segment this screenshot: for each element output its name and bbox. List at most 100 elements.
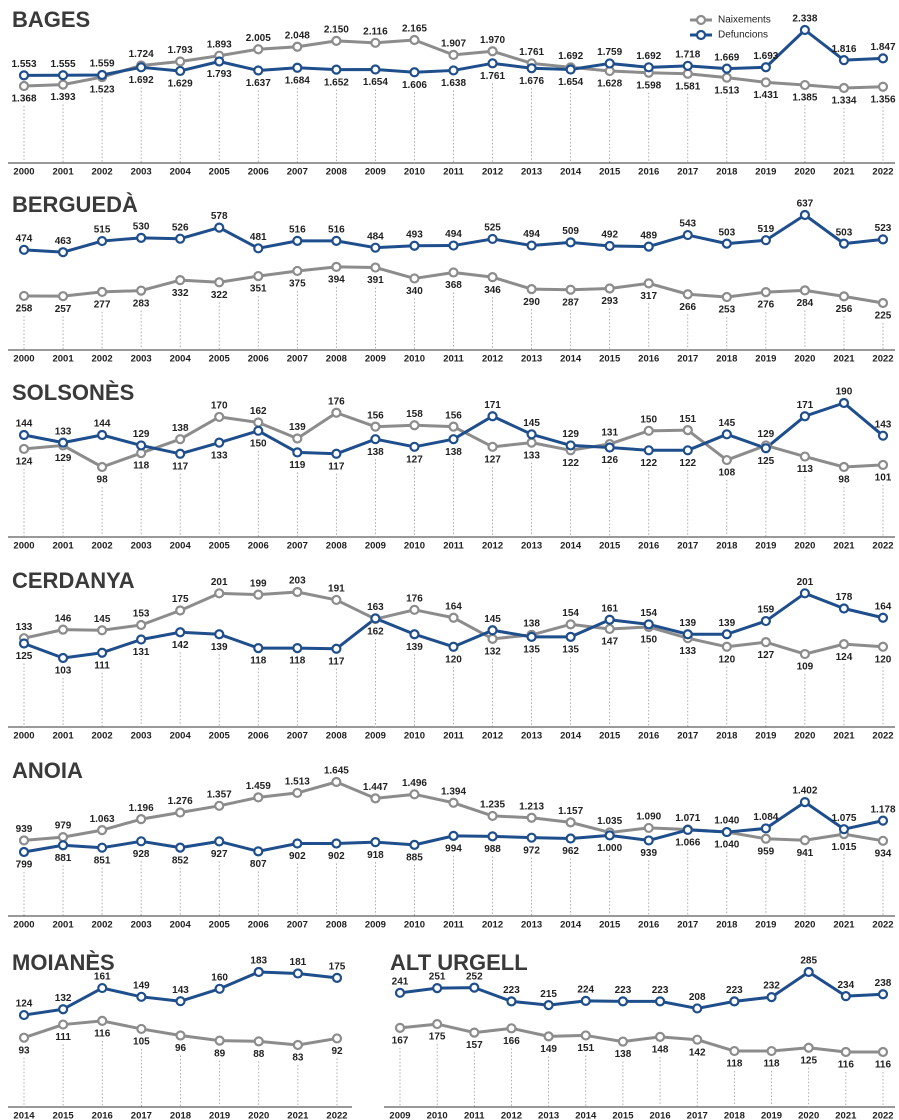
x-tick-label: 2019 bbox=[761, 1111, 782, 1120]
data-label: 157 bbox=[466, 1040, 483, 1051]
point bbox=[136, 285, 147, 296]
point bbox=[799, 79, 811, 91]
point bbox=[214, 1035, 225, 1046]
point bbox=[331, 235, 342, 246]
data-label: 164 bbox=[445, 601, 462, 612]
point bbox=[253, 966, 264, 978]
data-label: 253 bbox=[718, 305, 735, 316]
data-label: 1.393 bbox=[51, 92, 76, 103]
data-label: 939 bbox=[640, 848, 657, 859]
data-label: 162 bbox=[250, 406, 267, 417]
x-tick-label: 2015 bbox=[612, 1111, 634, 1120]
point bbox=[18, 846, 30, 858]
data-label: 972 bbox=[523, 845, 540, 856]
point bbox=[760, 235, 771, 246]
point bbox=[487, 633, 498, 644]
point bbox=[877, 297, 889, 309]
data-label: 145 bbox=[94, 614, 111, 625]
data-label: 852 bbox=[172, 855, 189, 866]
x-tick-label: 2011 bbox=[443, 167, 464, 178]
point bbox=[643, 822, 654, 834]
data-label: 1.071 bbox=[675, 813, 700, 824]
point bbox=[96, 286, 108, 297]
data-label: 509 bbox=[562, 226, 579, 237]
data-label: 881 bbox=[55, 853, 72, 864]
data-label: 149 bbox=[540, 1044, 557, 1055]
point bbox=[394, 1022, 406, 1033]
data-label: 208 bbox=[689, 992, 706, 1003]
data-label: 1.402 bbox=[792, 786, 817, 797]
data-label: 118 bbox=[763, 1059, 780, 1070]
point bbox=[292, 41, 303, 52]
x-tick-label: 2007 bbox=[287, 167, 308, 178]
x-tick-label: 2022 bbox=[872, 920, 893, 931]
x-tick-label: 2008 bbox=[326, 354, 347, 365]
point bbox=[331, 643, 342, 654]
data-label: 125 bbox=[758, 456, 775, 467]
x-tick-label: 2002 bbox=[92, 541, 113, 552]
point bbox=[877, 989, 889, 1000]
point bbox=[292, 586, 303, 598]
x-tick-label: 2014 bbox=[560, 731, 582, 742]
point bbox=[409, 629, 420, 640]
data-label: 1.084 bbox=[753, 812, 778, 823]
data-label: 1.893 bbox=[207, 39, 232, 50]
point bbox=[136, 62, 147, 73]
point bbox=[370, 613, 381, 624]
data-label: 223 bbox=[726, 985, 743, 996]
point bbox=[604, 830, 615, 841]
point bbox=[877, 1046, 889, 1058]
x-tick-label: 2011 bbox=[464, 1111, 485, 1120]
data-label: 160 bbox=[211, 972, 228, 983]
data-label: 1.970 bbox=[480, 35, 505, 46]
data-label: 124 bbox=[16, 457, 33, 468]
point bbox=[799, 285, 811, 296]
data-label: 88 bbox=[253, 1049, 265, 1060]
point bbox=[331, 448, 342, 459]
data-label: 332 bbox=[172, 288, 189, 299]
data-label: 241 bbox=[392, 976, 409, 987]
data-label: 139 bbox=[679, 618, 696, 629]
point bbox=[838, 397, 850, 409]
point bbox=[838, 639, 850, 650]
data-label: 277 bbox=[94, 300, 111, 311]
data-label: 223 bbox=[615, 985, 632, 996]
point bbox=[97, 1015, 108, 1027]
point bbox=[253, 792, 264, 803]
point bbox=[487, 810, 498, 822]
data-label: 1.334 bbox=[831, 96, 856, 107]
point bbox=[136, 232, 147, 243]
data-label: 994 bbox=[445, 844, 462, 855]
data-label: 199 bbox=[250, 578, 267, 589]
x-tick-label: 2000 bbox=[13, 167, 34, 178]
data-label: 105 bbox=[133, 1037, 150, 1048]
x-tick-label: 2008 bbox=[326, 541, 347, 552]
data-label: 161 bbox=[601, 603, 618, 614]
x-tick-label: 2015 bbox=[53, 1111, 75, 1120]
data-label: 234 bbox=[838, 980, 855, 991]
chart-title: ANOIA bbox=[12, 758, 83, 783]
data-label: 111 bbox=[94, 660, 110, 671]
point bbox=[487, 58, 498, 69]
point bbox=[253, 1036, 264, 1047]
data-label: 127 bbox=[406, 454, 423, 465]
point bbox=[370, 793, 381, 804]
x-tick-label: 2010 bbox=[427, 1111, 448, 1120]
point bbox=[96, 625, 108, 636]
data-label: 492 bbox=[601, 230, 618, 241]
data-label: 1.000 bbox=[597, 843, 622, 854]
data-label: 232 bbox=[763, 981, 780, 992]
point bbox=[838, 55, 850, 66]
point bbox=[175, 1030, 186, 1041]
point bbox=[136, 991, 147, 1002]
x-tick-label: 2017 bbox=[677, 541, 698, 552]
series-line bbox=[399, 1022, 883, 1054]
point bbox=[175, 627, 186, 638]
point bbox=[57, 247, 69, 258]
point bbox=[253, 65, 264, 76]
point bbox=[253, 243, 264, 254]
point bbox=[643, 241, 654, 252]
x-tick-label: 2017 bbox=[687, 1111, 708, 1120]
point bbox=[760, 287, 771, 298]
data-label: 1.598 bbox=[636, 80, 661, 91]
